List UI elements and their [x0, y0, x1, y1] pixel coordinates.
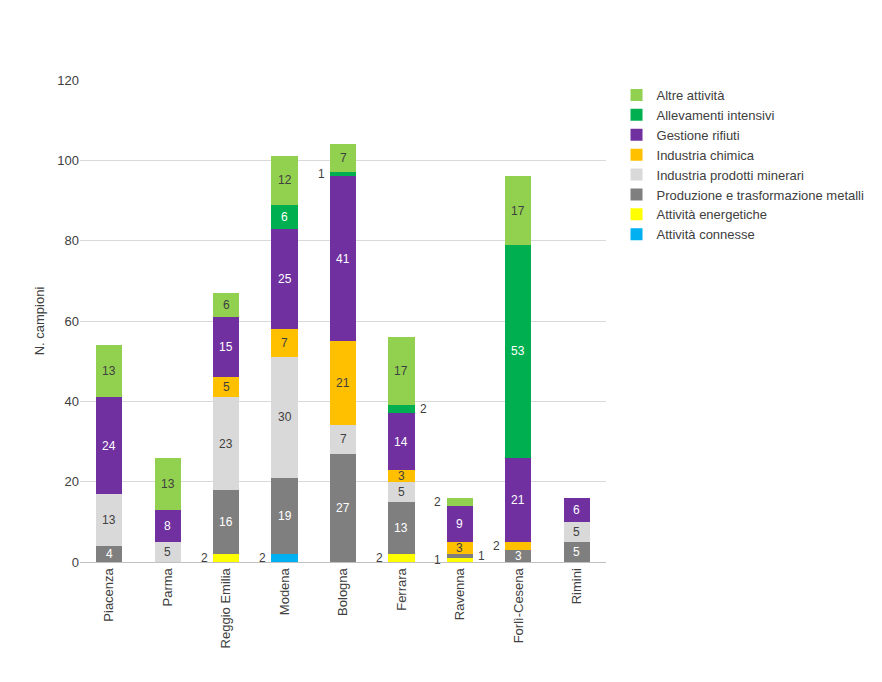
svg-text:Industria chimica: Industria chimica	[657, 148, 755, 163]
svg-text:53: 53	[511, 344, 525, 358]
svg-text:6: 6	[573, 503, 580, 517]
svg-text:30: 30	[278, 410, 292, 424]
svg-text:Ferrara: Ferrara	[394, 567, 409, 610]
svg-text:21: 21	[511, 493, 525, 507]
svg-text:Gestione rifiuti: Gestione rifiuti	[657, 128, 740, 143]
svg-text:41: 41	[336, 252, 350, 266]
svg-text:Rimini: Rimini	[569, 568, 584, 604]
svg-text:25: 25	[278, 272, 292, 286]
svg-text:3: 3	[515, 549, 522, 563]
svg-text:Produzione e trasformazione me: Produzione e trasformazione metalli	[657, 188, 864, 203]
svg-text:Attività connesse: Attività connesse	[657, 227, 755, 242]
svg-text:Piacenza: Piacenza	[101, 567, 116, 621]
svg-text:7: 7	[281, 336, 288, 350]
svg-text:1: 1	[318, 167, 325, 181]
svg-text:24: 24	[102, 439, 116, 453]
svg-text:Industria prodotti minerari: Industria prodotti minerari	[657, 168, 805, 183]
svg-text:2: 2	[201, 551, 208, 565]
svg-text:60: 60	[65, 314, 79, 329]
svg-text:13: 13	[161, 477, 175, 491]
svg-text:7: 7	[340, 432, 347, 446]
svg-text:6: 6	[281, 210, 288, 224]
svg-text:2: 2	[376, 551, 383, 565]
svg-text:5: 5	[573, 545, 580, 559]
svg-text:1: 1	[434, 553, 441, 567]
svg-text:27: 27	[336, 501, 350, 515]
svg-text:20: 20	[65, 474, 79, 489]
svg-text:5: 5	[164, 545, 171, 559]
svg-text:15: 15	[219, 340, 233, 354]
svg-text:3: 3	[456, 541, 463, 555]
svg-text:Reggio Emilia: Reggio Emilia	[218, 567, 233, 648]
svg-text:80: 80	[65, 233, 79, 248]
svg-text:Parma: Parma	[160, 567, 175, 606]
svg-text:19: 19	[278, 509, 292, 523]
svg-text:17: 17	[394, 364, 408, 378]
svg-text:2: 2	[259, 551, 266, 565]
svg-text:Altre attività: Altre attività	[657, 88, 726, 103]
svg-text:17: 17	[511, 204, 525, 218]
svg-text:0: 0	[72, 555, 79, 570]
svg-text:100: 100	[57, 153, 79, 168]
svg-text:4: 4	[106, 547, 113, 561]
svg-text:120: 120	[57, 73, 79, 88]
svg-text:12: 12	[278, 173, 292, 187]
svg-text:2: 2	[434, 495, 441, 509]
svg-text:16: 16	[219, 515, 233, 529]
svg-text:N. campioni: N. campioni	[32, 287, 47, 356]
svg-text:9: 9	[456, 517, 463, 531]
svg-text:5: 5	[398, 485, 405, 499]
svg-text:8: 8	[164, 519, 171, 533]
svg-text:5: 5	[573, 525, 580, 539]
svg-text:13: 13	[394, 521, 408, 535]
svg-text:Bologna: Bologna	[335, 567, 350, 615]
svg-text:6: 6	[223, 298, 230, 312]
svg-text:Modena: Modena	[277, 567, 292, 615]
svg-text:7: 7	[340, 151, 347, 165]
svg-text:1: 1	[478, 549, 485, 563]
svg-text:3: 3	[398, 469, 405, 483]
svg-text:5: 5	[223, 380, 230, 394]
svg-text:14: 14	[394, 435, 408, 449]
svg-text:Forlì-Cesena: Forlì-Cesena	[511, 567, 526, 643]
svg-text:40: 40	[65, 394, 79, 409]
svg-text:2: 2	[420, 402, 427, 416]
svg-text:2: 2	[493, 539, 500, 553]
svg-text:Allevamenti intensivi: Allevamenti intensivi	[657, 108, 775, 123]
svg-text:13: 13	[102, 364, 116, 378]
svg-text:Attività energetiche: Attività energetiche	[657, 207, 768, 222]
svg-text:23: 23	[219, 437, 233, 451]
svg-text:13: 13	[102, 513, 116, 527]
svg-text:Ravenna: Ravenna	[452, 567, 467, 620]
svg-text:21: 21	[336, 376, 350, 390]
